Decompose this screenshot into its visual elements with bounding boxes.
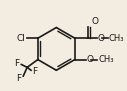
Text: F: F [14,59,19,68]
Text: Cl: Cl [16,34,25,43]
Text: CH₃: CH₃ [109,34,124,43]
Text: O: O [97,34,104,43]
Text: O: O [86,55,93,64]
Text: O: O [91,17,98,26]
Text: F: F [32,67,37,76]
Text: F: F [16,74,21,83]
Text: CH₃: CH₃ [98,55,114,64]
